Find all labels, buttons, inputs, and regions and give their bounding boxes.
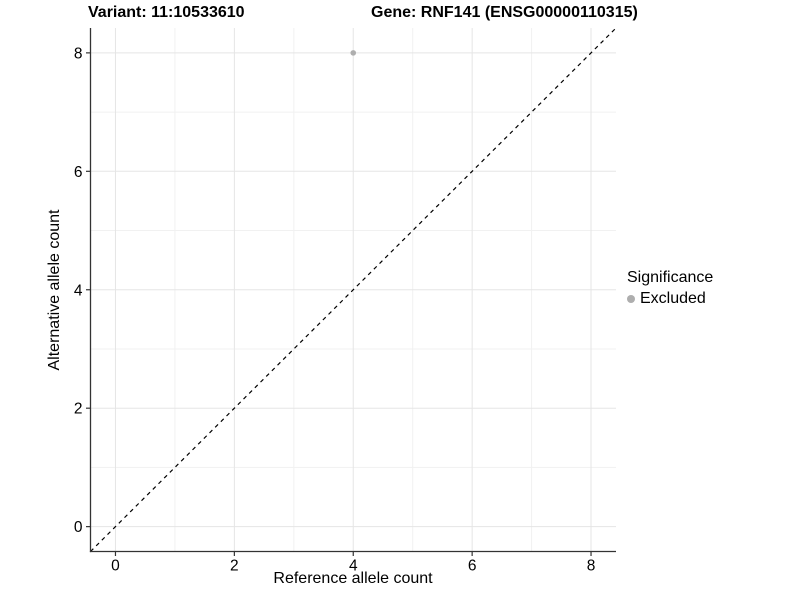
x-tick-label: 8: [587, 558, 596, 575]
plot-title-gene: Gene: RNF141 (ENSG00000110315): [371, 4, 638, 21]
identity-reference-line: [90, 27, 617, 552]
legend-item-label: Excluded: [640, 290, 706, 307]
plot-title-variant: Variant: 11:10533610: [88, 4, 245, 21]
data-point-excluded: [350, 50, 357, 56]
legend-title: Significance: [627, 269, 714, 286]
x-tick-label: 6: [468, 558, 477, 575]
legend-item-excluded: Excluded: [627, 290, 713, 308]
x-tick-label: 4: [349, 558, 358, 575]
excluded-point-icon: [627, 295, 635, 303]
y-tick-label: 8: [74, 45, 83, 62]
y-tick-label: 0: [74, 519, 83, 536]
y-tick-label: 4: [74, 282, 83, 299]
legend: Significance Excluded: [627, 269, 713, 308]
y-axis-title: Alternative allele count: [46, 209, 63, 371]
x-tick-label: 0: [111, 558, 120, 575]
x-tick-label: 2: [230, 558, 239, 575]
x-axis-title: Reference allele count: [273, 570, 433, 587]
y-tick-label: 2: [74, 401, 83, 418]
y-tick-label: 6: [74, 164, 83, 181]
